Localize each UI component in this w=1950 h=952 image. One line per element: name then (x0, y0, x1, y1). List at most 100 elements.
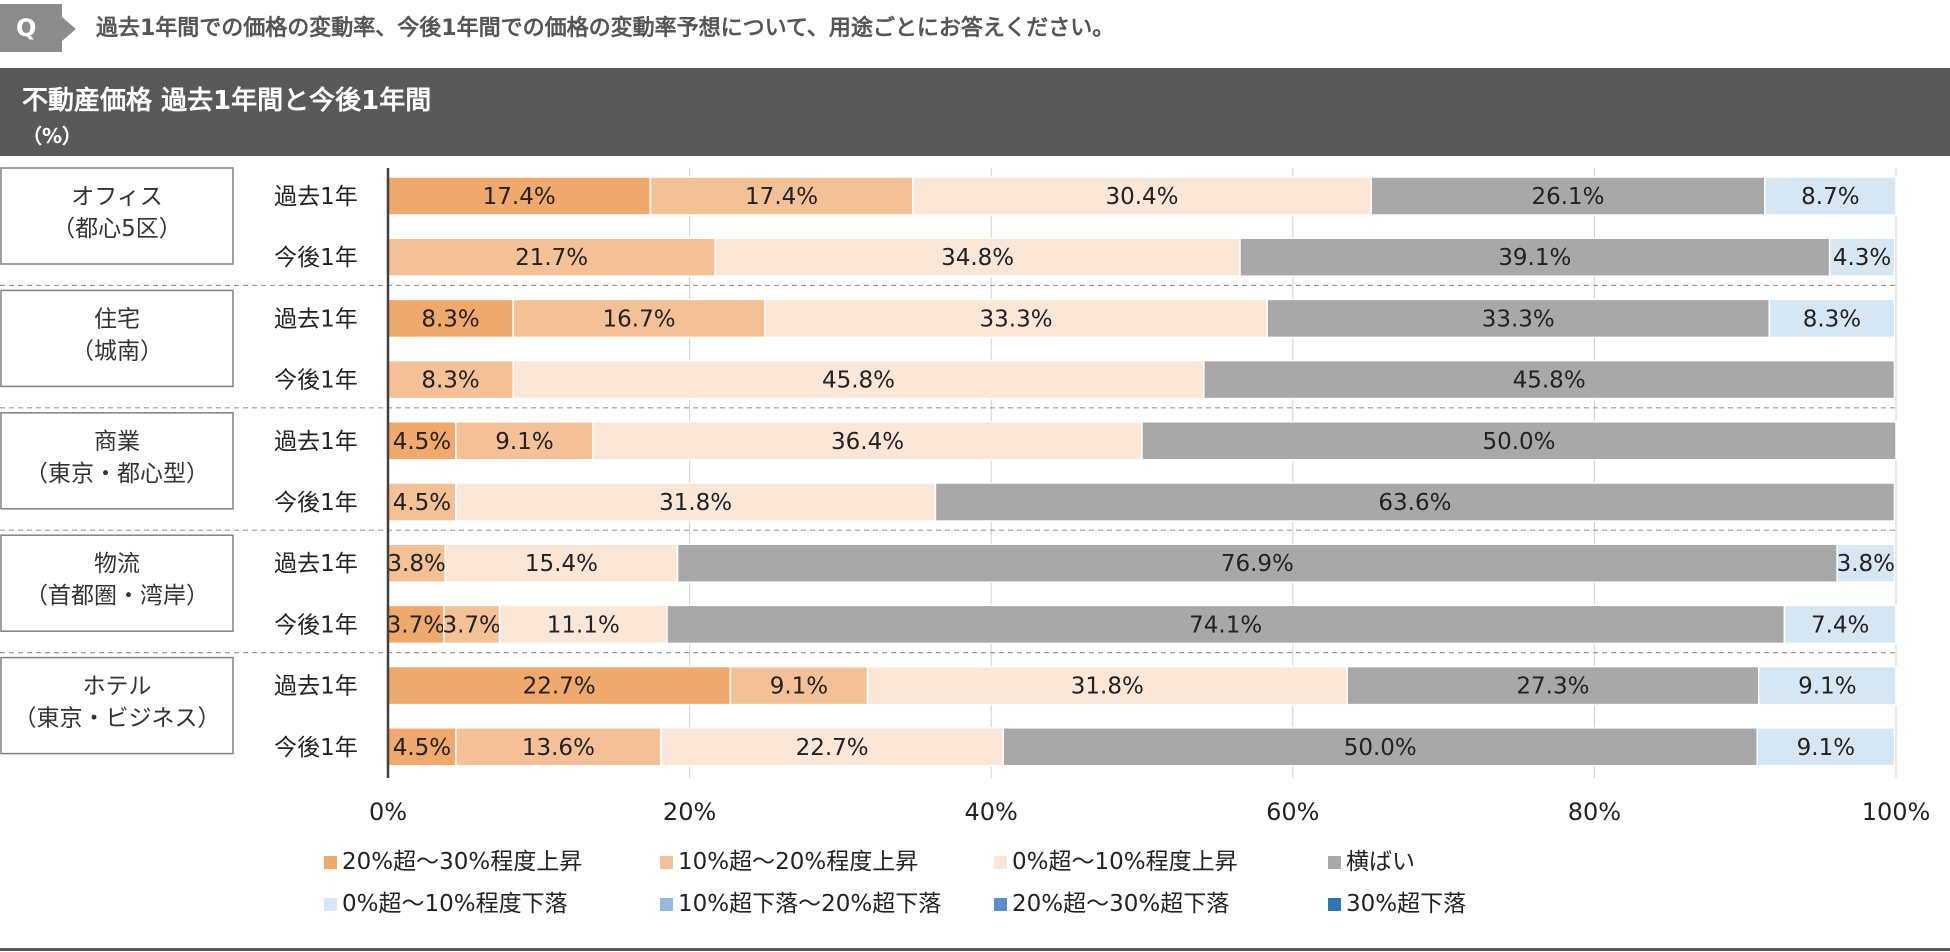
data-label: 9.1% (770, 674, 828, 700)
data-label: 50.0% (1344, 735, 1417, 761)
category-label: （東京・都心型） (25, 461, 209, 487)
data-label: 8.3% (1803, 306, 1861, 332)
row-label: 今後1年 (274, 612, 358, 638)
bar-segment (1239, 237, 1831, 277)
legend-label: 20%超〜30%超下落 (1012, 891, 1229, 917)
x-tick-label: 80% (1568, 798, 1621, 826)
bar-segment (387, 604, 445, 645)
legend-label: 0%超〜10%程度上昇 (1012, 849, 1238, 875)
data-label: 33.3% (1482, 306, 1555, 332)
question-arrow-icon (62, 17, 76, 41)
data-label: 4.5% (393, 490, 451, 516)
category-label: （東京・ビジネス） (14, 706, 221, 732)
bar-segment (714, 237, 1241, 277)
category-label: （首都圏・湾岸） (25, 583, 209, 609)
bar-segment (1768, 298, 1896, 339)
category-label: 物流 (94, 551, 140, 577)
data-label: 7.4% (1811, 612, 1869, 638)
x-tick-label: 40% (965, 798, 1018, 826)
category-label: （都心5区） (52, 216, 182, 242)
data-label: 8.3% (421, 368, 479, 394)
bar-segment (1836, 543, 1896, 583)
category-label: 商業 (94, 429, 140, 455)
category-label: オフィス (71, 184, 163, 210)
data-label: 26.1% (1531, 184, 1604, 210)
question-badge: Q (0, 4, 62, 52)
category-label: 住宅 (94, 306, 140, 332)
row-label: 過去1年 (274, 674, 358, 700)
x-tick-label: 20% (663, 798, 716, 826)
bar-segment (455, 727, 662, 767)
data-label: 74.1% (1189, 612, 1262, 638)
data-label: 4.5% (393, 735, 451, 761)
bar-segment (512, 359, 1205, 400)
data-label: 39.1% (1498, 245, 1571, 271)
legend-label: 10%超〜20%程度上昇 (678, 849, 918, 875)
data-label: 76.9% (1221, 551, 1294, 577)
category-box (0, 412, 234, 510)
legend-swatch (1328, 898, 1341, 911)
row-label: 今後1年 (274, 368, 358, 394)
legend-swatch (324, 898, 337, 911)
legend-label: 10%超下落〜20%超下落 (678, 891, 941, 917)
data-label: 36.4% (831, 429, 904, 455)
bar-segment (512, 298, 766, 339)
row-label: 過去1年 (274, 306, 358, 332)
data-label: 45.8% (1513, 368, 1586, 394)
data-label: 17.4% (483, 184, 556, 210)
chart-unit: （%） (22, 124, 83, 148)
bar-segment (729, 665, 869, 706)
row-label: 過去1年 (274, 551, 358, 577)
legend-swatch (324, 856, 337, 869)
bar-segment (498, 604, 668, 645)
legend-swatch (660, 856, 673, 869)
row-label: 過去1年 (274, 184, 358, 210)
x-tick-label: 0% (369, 798, 407, 826)
data-label: 13.6% (522, 735, 595, 761)
data-label: 3.8% (387, 551, 445, 577)
category-box (0, 167, 234, 265)
chart-title: 不動産価格 過去1年間と今後1年間 (22, 86, 432, 116)
data-label: 30.4% (1105, 184, 1178, 210)
legend-label: 20%超〜30%程度上昇 (342, 849, 582, 875)
data-label: 15.4% (525, 551, 598, 577)
bar-segment (387, 421, 457, 461)
legend-swatch (1328, 856, 1341, 869)
category-box (0, 534, 234, 632)
bar-segment (1783, 604, 1897, 645)
data-label: 31.8% (1071, 674, 1144, 700)
data-label: 3.7% (387, 612, 445, 638)
category-label: ホテル (83, 674, 152, 700)
legend-label: 横ばい (1346, 849, 1415, 875)
question-text: 過去1年間での価格の変動率、今後1年間での価格の変動率予想について、用途ごとにお… (96, 16, 1115, 41)
data-label: 21.7% (515, 245, 588, 271)
bar-segment (866, 665, 1348, 706)
legend-label: 0%超〜10%程度下落 (342, 891, 568, 917)
category-box (0, 289, 234, 388)
row-label: 今後1年 (274, 245, 358, 271)
bar-segment (1764, 176, 1897, 216)
question-header: Q 過去1年間での価格の変動率、今後1年間での価格の変動率予想について、用途ごと… (0, 0, 1950, 56)
chart-title-bar: 不動産価格 過去1年間と今後1年間 （%） (0, 68, 1950, 156)
bar-segment (912, 176, 1372, 216)
x-tick-label: 100% (1862, 798, 1931, 826)
bar-segment (443, 604, 501, 645)
legend-swatch (994, 898, 1007, 911)
bar-segment (1756, 727, 1896, 767)
data-label: 9.1% (495, 429, 553, 455)
data-label: 4.5% (393, 429, 451, 455)
bar-segment (387, 543, 447, 583)
bar-segment (387, 665, 732, 706)
bottom-rule (0, 948, 1950, 951)
category-label: （城南） (71, 338, 163, 364)
row-label: 今後1年 (274, 490, 358, 516)
row-label: 過去1年 (274, 429, 358, 455)
legend-label: 30%超下落 (1346, 891, 1466, 917)
x-tick-label: 60% (1266, 798, 1319, 826)
data-label: 8.3% (421, 306, 479, 332)
data-label: 3.7% (442, 612, 500, 638)
data-label: 63.6% (1378, 490, 1451, 516)
bar-segment (666, 604, 1786, 645)
data-label: 22.7% (523, 674, 596, 700)
